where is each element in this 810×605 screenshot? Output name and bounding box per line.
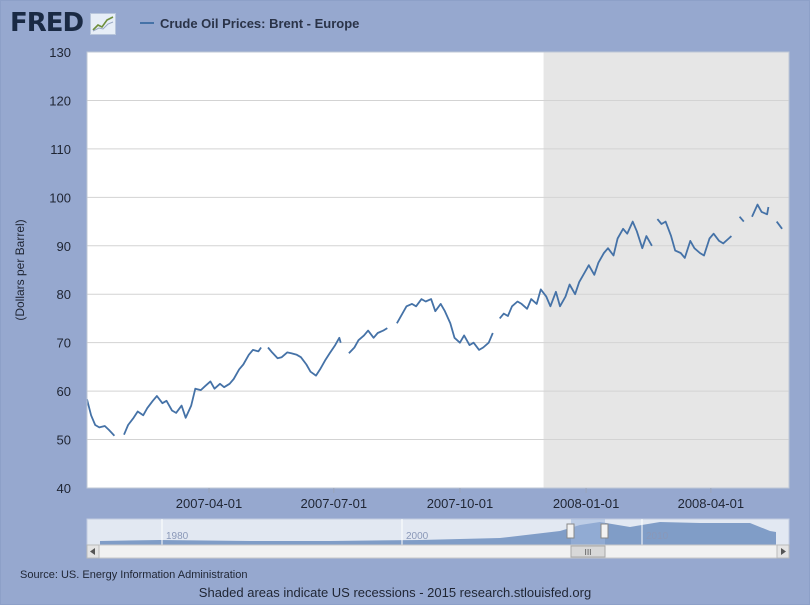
navigator-year-1980: 1980 xyxy=(166,531,189,542)
chart-logo-icon xyxy=(90,13,116,35)
series-line-segment-1 xyxy=(123,346,262,436)
y-tick-label-130: 130 xyxy=(49,45,71,60)
series-line-segment-6 xyxy=(656,218,732,259)
x-tick-label-2007-10-01: 2007-10-01 xyxy=(427,496,494,511)
footer-note: Shaded areas indicate US recessions - 20… xyxy=(198,585,592,600)
navigator-year-2000: 2000 xyxy=(406,531,429,542)
y-tick-label-120: 120 xyxy=(49,93,71,108)
sparkline-icon xyxy=(92,16,114,32)
scrollbar-thumb[interactable] xyxy=(570,545,606,558)
series-line-segment-9 xyxy=(775,221,783,230)
source-note: Source: US. Energy Information Administr… xyxy=(20,569,248,581)
navigator-left-handle[interactable] xyxy=(566,523,575,539)
x-tick-label-2007-07-01: 2007-07-01 xyxy=(301,496,368,511)
y-tick-label-40: 40 xyxy=(57,481,71,496)
navigator-selection[interactable] xyxy=(571,519,605,545)
arrow-left-icon xyxy=(90,548,95,555)
scrollbar-track[interactable] xyxy=(86,544,790,559)
series-line-segment-3 xyxy=(348,327,388,354)
y-axis-label: (Dollars per Barrel) xyxy=(13,219,27,320)
series-line-segment-8 xyxy=(751,203,770,218)
fred-logo: FRED xyxy=(10,8,84,38)
recession-shade-0 xyxy=(543,52,789,488)
y-tick-label-100: 100 xyxy=(49,190,71,205)
series-line-segment-4 xyxy=(396,298,494,351)
y-tick-label-80: 80 xyxy=(57,287,71,302)
series-line-segment-7 xyxy=(738,216,745,223)
navigator-year-2010: 2010 xyxy=(646,531,669,542)
series-line-segment-0 xyxy=(86,399,116,437)
y-tick-label-70: 70 xyxy=(57,336,71,351)
series-line-segment-5 xyxy=(499,220,653,319)
navigator-right-handle[interactable] xyxy=(600,523,609,539)
arrow-right-icon xyxy=(781,548,786,555)
y-tick-label-110: 110 xyxy=(50,142,71,157)
scrollbar-grip-icon: III xyxy=(584,548,591,557)
series-line-segment-2 xyxy=(267,336,342,377)
y-tick-label-90: 90 xyxy=(57,239,71,254)
plot-border xyxy=(86,51,790,489)
x-tick-label-2008-01-01: 2008-01-01 xyxy=(553,496,620,511)
x-tick-label-2008-04-01: 2008-04-01 xyxy=(678,496,745,511)
legend-swatch xyxy=(140,22,154,24)
y-tick-label-60: 60 xyxy=(57,384,71,399)
y-tick-label-50: 50 xyxy=(57,433,71,448)
legend-label: Crude Oil Prices: Brent - Europe xyxy=(160,15,360,31)
x-tick-label-2007-04-01: 2007-04-01 xyxy=(176,496,243,511)
legend: Crude Oil Prices: Brent - Europe xyxy=(140,14,359,32)
